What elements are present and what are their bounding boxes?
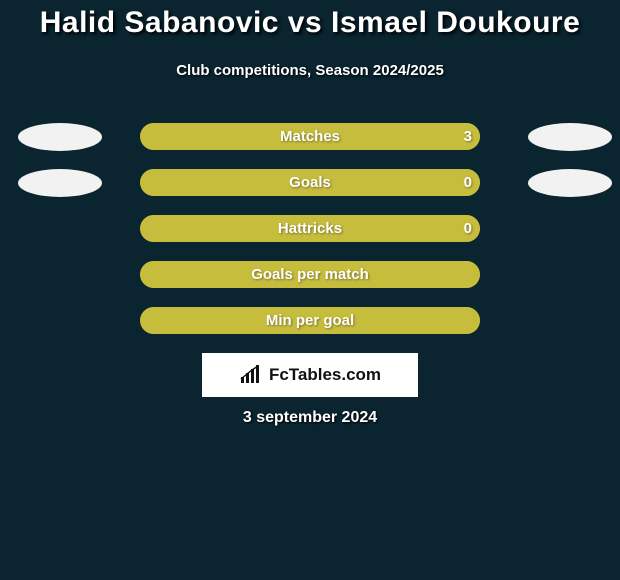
page-title: Halid Sabanovic vs Ismael Doukoure [0, 6, 620, 40]
stat-label: Goals [140, 169, 480, 196]
stat-label: Hattricks [140, 215, 480, 242]
stat-value-right: 3 [442, 123, 472, 150]
stat-value-right: 0 [442, 215, 472, 242]
stat-row: Goals per match [0, 261, 620, 293]
stat-label: Goals per match [140, 261, 480, 288]
logo-text: FcTables.com [269, 365, 381, 385]
player-avatar-left [18, 169, 102, 197]
stat-row: Goals0 [0, 169, 620, 201]
stat-label: Matches [140, 123, 480, 150]
logo-box: FcTables.com [202, 353, 418, 397]
stat-label: Min per goal [140, 307, 480, 334]
stat-row: Matches3 [0, 123, 620, 155]
date-text: 3 september 2024 [0, 409, 620, 427]
logo-chart-icon [239, 365, 263, 385]
stat-row: Hattricks0 [0, 215, 620, 247]
player-avatar-right [528, 123, 612, 151]
page-subtitle: Club competitions, Season 2024/2025 [0, 62, 620, 79]
player-avatar-right [528, 169, 612, 197]
player-avatar-left [18, 123, 102, 151]
stat-value-right: 0 [442, 169, 472, 196]
stat-row: Min per goal [0, 307, 620, 339]
